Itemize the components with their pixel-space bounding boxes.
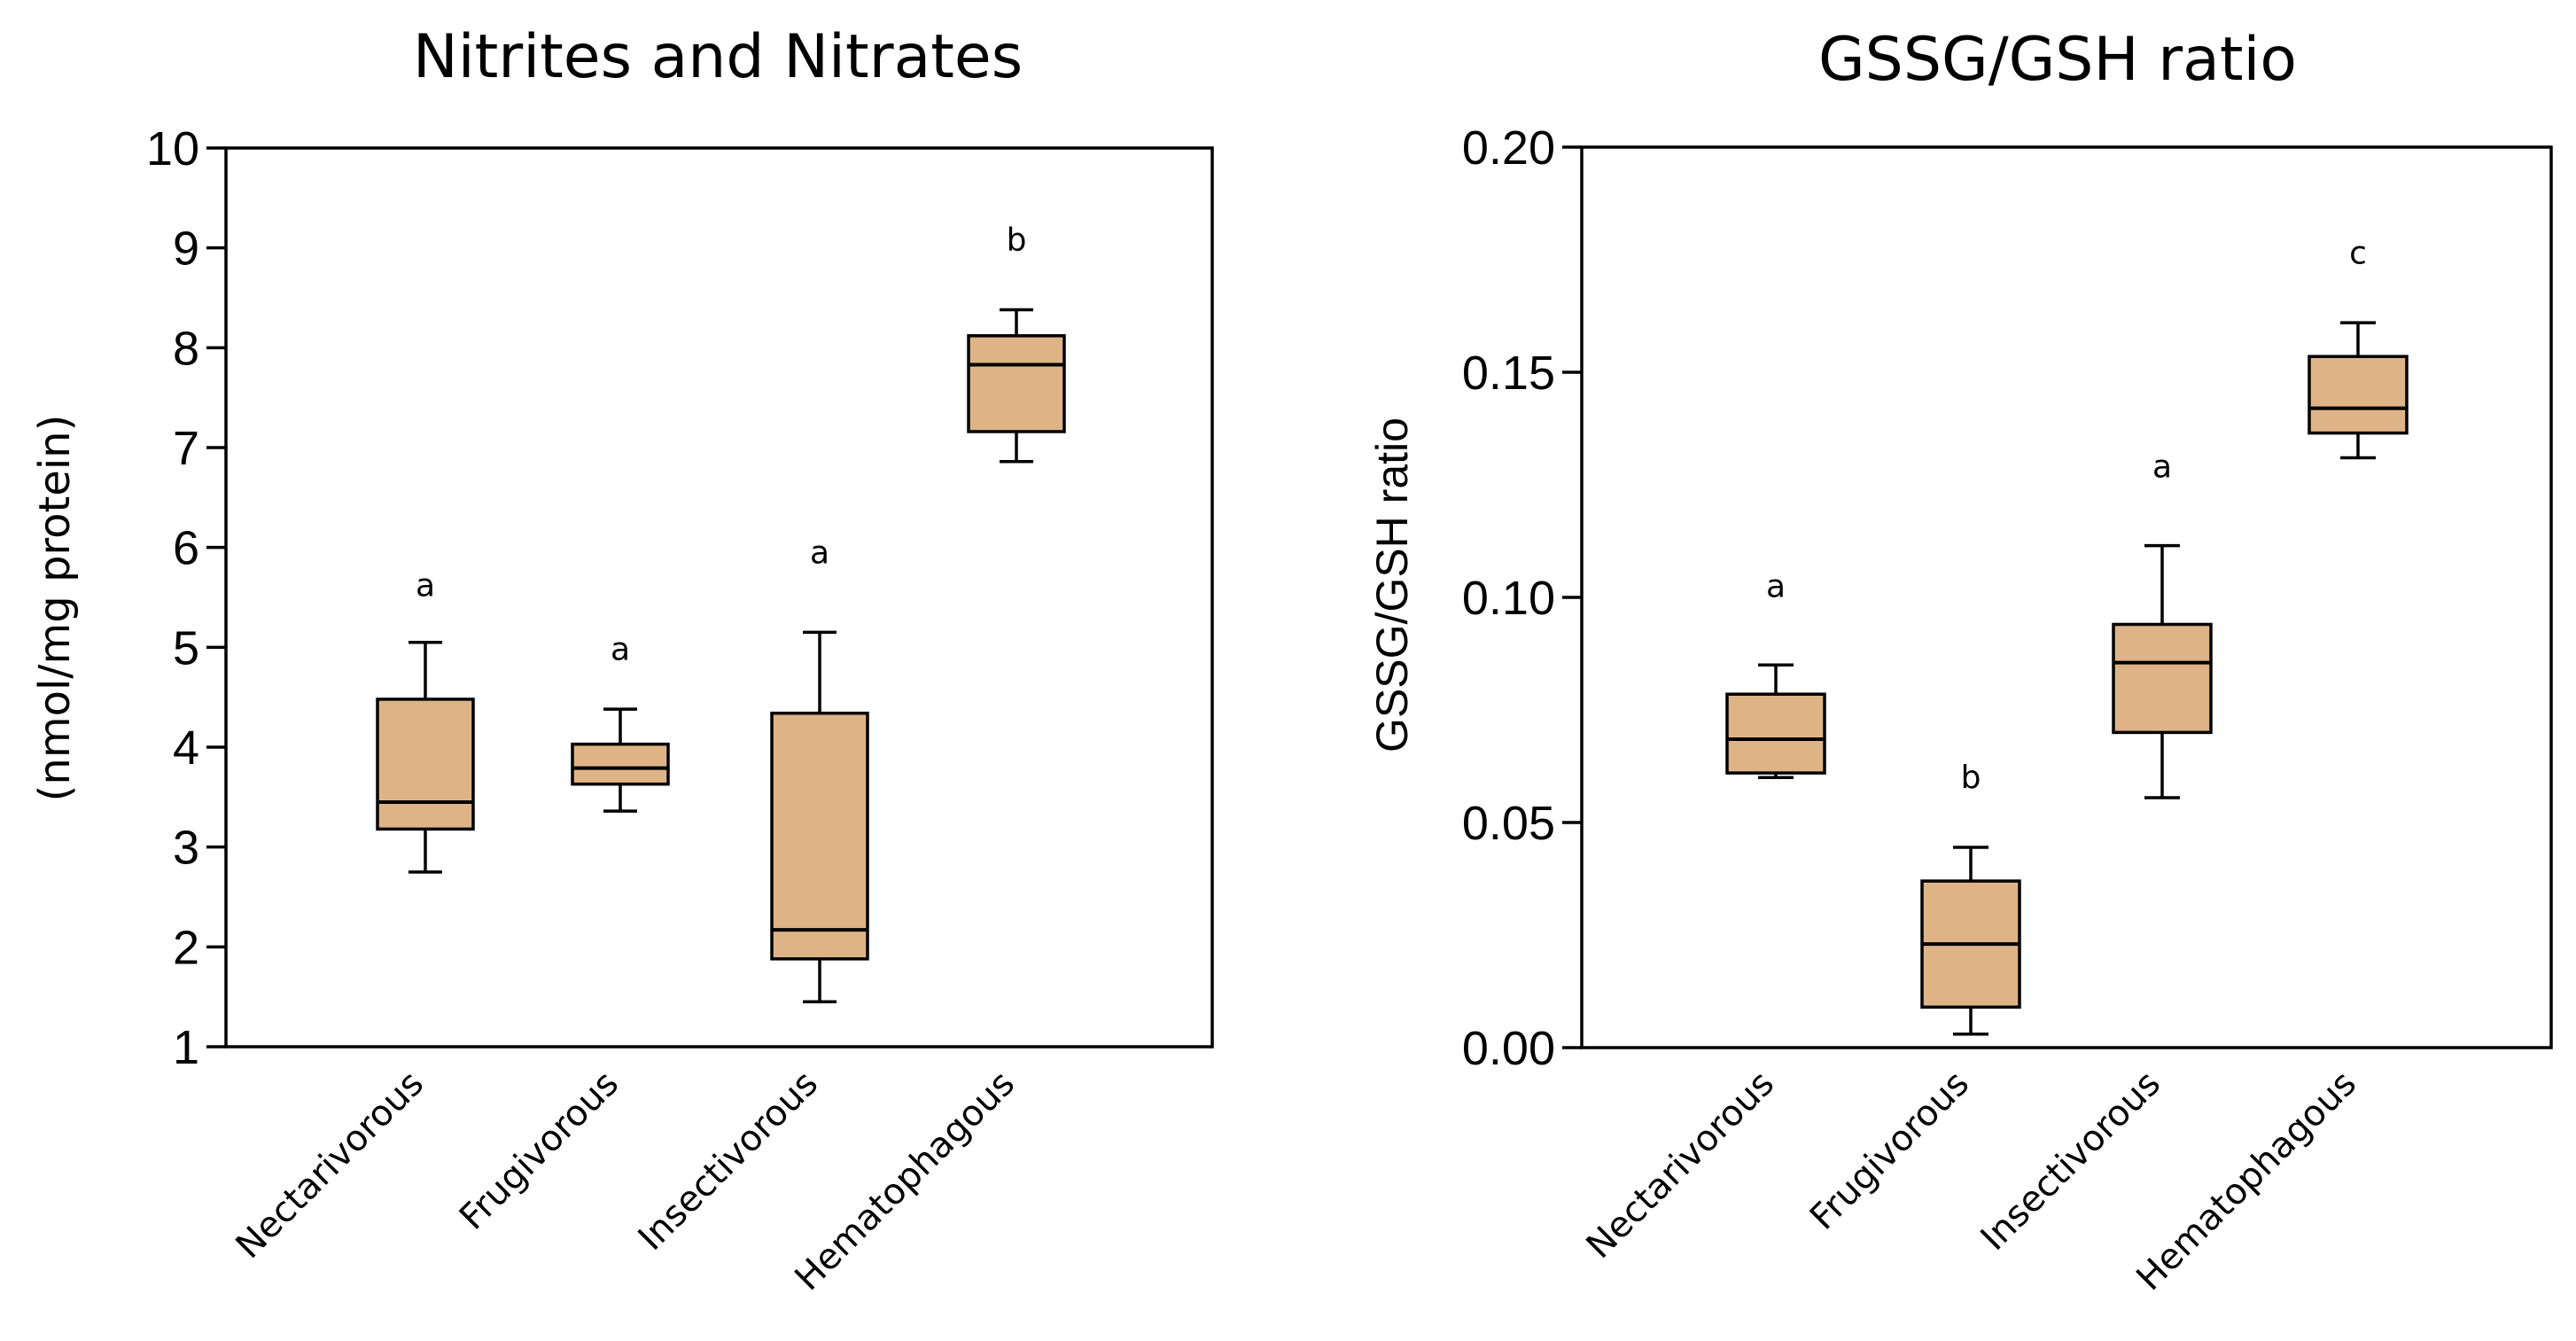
y-axis-label: (nmol/mg protein) [30, 415, 80, 802]
significance-label: c [2349, 235, 2367, 271]
box-insectivorous [770, 630, 869, 1004]
iqr-box [2112, 622, 2213, 735]
iqr-box [571, 742, 670, 786]
y-tick-label: 2 [173, 921, 199, 974]
y-tick-label: 8 [173, 322, 199, 375]
significance-label: a [416, 567, 435, 604]
iqr-box [770, 711, 869, 961]
box-hematophagous [967, 308, 1066, 464]
y-tick-label: 0.10 [1462, 572, 1555, 625]
x-category-label: Nectarivorous [1579, 1064, 1783, 1267]
iqr-box [1725, 692, 1826, 775]
x-category-label: Hematophagous [2129, 1064, 2364, 1299]
significance-label: a [1766, 568, 1786, 604]
y-tick-label: 4 [173, 721, 199, 775]
plot-frame [224, 146, 1214, 1049]
x-category-label: Frugivorous [452, 1064, 626, 1238]
y-tick-label: 6 [173, 522, 199, 575]
chart-title: GSSG/GSH ratio [1818, 25, 2297, 95]
y-tick-label: 9 [173, 222, 199, 276]
significance-label: a [810, 534, 829, 571]
y-tick-label: 0.15 [1462, 347, 1555, 400]
iqr-box [2308, 355, 2409, 435]
x-category-label: Insectivorous [631, 1064, 826, 1259]
y-tick-label: 3 [173, 822, 199, 875]
y-tick-label: 1 [173, 1021, 199, 1074]
y-tick-label: 0.20 [1462, 121, 1555, 175]
y-tick-label: 7 [173, 422, 199, 475]
chart-title: Nitrites and Nitrates [413, 22, 1023, 92]
box-nectarivorous [376, 640, 475, 874]
x-category-label: Insectivorous [1973, 1064, 2168, 1259]
iqr-box [376, 698, 475, 831]
x-category-label: Frugivorous [1802, 1064, 1977, 1238]
box-frugivorous [571, 707, 670, 813]
y-axis-label: GSSG/GSH ratio [1367, 417, 1417, 752]
box-hematophagous [2308, 321, 2409, 460]
box-nectarivorous [1725, 663, 1826, 779]
plot-frame [1580, 145, 2553, 1049]
significance-label: b [1007, 222, 1027, 259]
box-frugivorous [1920, 846, 2021, 1036]
chart-panel-gssg-gsh: GSSG/GSH ratio GSSG/GSH ratio 0.00 0.05 0.… [1367, 25, 2553, 1299]
iqr-box [967, 334, 1066, 433]
y-tick-label: 0.00 [1462, 1022, 1555, 1075]
y-tick-label: 10 [146, 122, 199, 175]
chart-panel-nitrites: Nitrites and Nitrates (nmol/mg protein) … [30, 22, 1214, 1299]
y-tick-label: 5 [173, 621, 199, 674]
significance-label: b [1961, 760, 1981, 796]
y-tick-label: 0.05 [1462, 797, 1555, 850]
significance-label: a [2152, 449, 2172, 486]
box-insectivorous [2112, 543, 2213, 799]
x-category-label: Hematophagous [787, 1064, 1023, 1299]
x-category-label: Nectarivorous [229, 1064, 432, 1267]
significance-label: a [611, 632, 630, 668]
